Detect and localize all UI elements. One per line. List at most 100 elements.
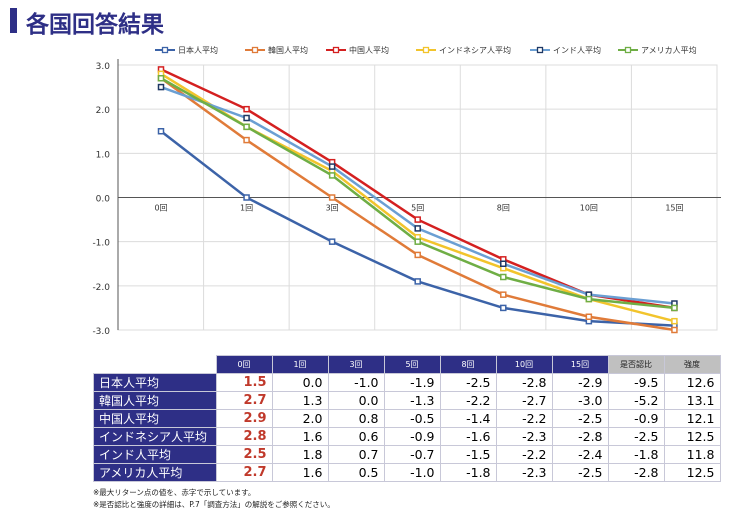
table-cell: -1.4	[439, 409, 497, 428]
table-cell: -2.3	[495, 463, 553, 482]
data-point	[243, 194, 250, 201]
y-tick-label: 3.0	[96, 62, 111, 72]
table-corner	[93, 355, 216, 374]
table-cell: -1.8	[607, 445, 665, 464]
column-header: 是否認比	[607, 355, 665, 374]
table-cell: 1.6	[271, 427, 329, 446]
data-point	[328, 163, 336, 170]
table-cell: -2.5	[551, 409, 609, 428]
table-cell: -1.0	[327, 373, 385, 392]
table-cell: -2.9	[551, 373, 609, 392]
table-cell: 0.0	[271, 373, 329, 392]
column-header: 15回	[551, 355, 609, 374]
y-tick-label: -1.0	[92, 239, 110, 249]
data-point	[585, 313, 593, 320]
row-label: インド人平均	[93, 445, 217, 464]
data-point	[671, 317, 678, 325]
row-label: アメリカ人平均	[93, 463, 217, 482]
table-cell: -1.0	[383, 463, 441, 482]
data-point	[157, 75, 165, 82]
data-point	[500, 291, 507, 298]
data-point	[243, 123, 250, 131]
data-point	[585, 295, 593, 303]
legend-item: インド人平均	[530, 45, 601, 55]
data-point	[157, 128, 165, 135]
table-cell: -1.8	[439, 463, 497, 482]
table-cell: -2.8	[607, 463, 665, 482]
table-cell: 1.3	[271, 391, 329, 410]
table-cell: 13.1	[663, 391, 721, 410]
data-point	[414, 278, 421, 285]
table-cell: -0.5	[383, 409, 441, 428]
data-point	[414, 251, 421, 259]
table-cell: -9.5	[607, 373, 665, 392]
table-cell: -2.5	[439, 373, 497, 392]
column-header: 5回	[383, 355, 441, 374]
data-point	[671, 304, 678, 312]
table-cell: 0.6	[327, 427, 385, 446]
data-point	[414, 216, 421, 223]
table-cell: -0.7	[383, 445, 441, 464]
table-cell: -3.0	[551, 391, 609, 410]
data-point	[671, 326, 678, 334]
table-cell: 12.5	[663, 463, 721, 482]
column-header: 強度	[663, 355, 721, 374]
x-tick-label: 5回	[411, 204, 424, 213]
table-row: 韓国人平均 2.7 1.3 0.0 -1.3 -2.2 -2.7 -3.0 -5.2 13.1	[93, 391, 721, 410]
title-accent-bar	[10, 8, 17, 33]
table-cell: -1.9	[383, 373, 441, 392]
x-tick-label: 10回	[580, 204, 598, 213]
x-tick-label: 8回	[497, 204, 510, 213]
svg-text:中国人平均: 中国人平均	[349, 45, 389, 55]
table-cell: -0.9	[383, 427, 441, 446]
data-point	[500, 304, 507, 312]
x-tick-label: 3回	[326, 204, 339, 213]
table-cell: 2.8	[215, 427, 273, 446]
svg-text:インドネシア人平均: インドネシア人平均	[439, 45, 511, 55]
table-cell: -2.7	[495, 391, 553, 410]
table-cell: 0.7	[327, 445, 385, 464]
table-cell: 2.7	[215, 391, 273, 410]
data-point	[243, 105, 250, 113]
table-cell: -1.3	[383, 391, 441, 410]
results-table: 0回 1回 3回 5回 8回 10回 15回 是否認比 強度 日本人平均 1.5 0.0 -1.0 -1…	[93, 355, 721, 482]
data-point	[328, 238, 336, 245]
table-cell: 2.0	[271, 409, 329, 428]
y-tick-label: -3.0	[92, 327, 110, 337]
table-cell: 2.5	[215, 445, 273, 464]
table-cell: -2.2	[495, 409, 553, 428]
table-row: アメリカ人平均 2.7 1.6 0.5 -1.0 -1.8 -2.3 -2.5 -2.8 12.5	[93, 463, 721, 482]
table-cell: -2.2	[439, 391, 497, 410]
row-label: 韓国人平均	[93, 391, 217, 410]
table-cell: 2.9	[215, 409, 273, 428]
svg-text:日本人平均: 日本人平均	[178, 45, 218, 55]
x-tick-label: 15回	[665, 204, 683, 213]
data-point	[243, 114, 250, 122]
column-header: 10回	[495, 355, 553, 374]
line-chart: 3.0 2.0 1.0 0.0 -1.0 -2.0 -3.0 0回 1回 3回 5回 8回 10回 15回…	[92, 45, 721, 337]
table-row: インドネシア人平均 2.8 1.6 0.6 -0.9 -1.6 -2.3 -2.8 -2.5 12…	[93, 427, 721, 446]
data-point	[157, 83, 165, 91]
svg-text:アメリカ人平均: アメリカ人平均	[641, 45, 697, 55]
table-cell: -2.5	[607, 427, 665, 446]
y-tick-label: 1.0	[96, 150, 111, 160]
y-tick-label: 2.0	[96, 106, 111, 116]
svg-text:インド人平均: インド人平均	[553, 45, 601, 55]
legend-item: 韓国人平均	[245, 45, 308, 55]
table-cell: 1.8	[271, 445, 329, 464]
table-cell: -2.8	[495, 373, 553, 392]
data-point	[243, 136, 250, 144]
data-point	[328, 172, 336, 179]
table-cell: 0.5	[327, 463, 385, 482]
legend-item: アメリカ人平均	[618, 45, 697, 55]
row-label: 日本人平均	[93, 373, 217, 392]
legend-item: インドネシア人平均	[416, 45, 511, 55]
data-point	[328, 194, 336, 201]
table-cell: -2.8	[551, 427, 609, 446]
table-cell: -2.5	[551, 463, 609, 482]
table-cell: -1.5	[439, 445, 497, 464]
svg-text:韓国人平均: 韓国人平均	[268, 45, 308, 55]
table-cell: 2.7	[215, 463, 273, 482]
table-cell: -5.2	[607, 391, 665, 410]
table-cell: 12.6	[663, 373, 721, 392]
